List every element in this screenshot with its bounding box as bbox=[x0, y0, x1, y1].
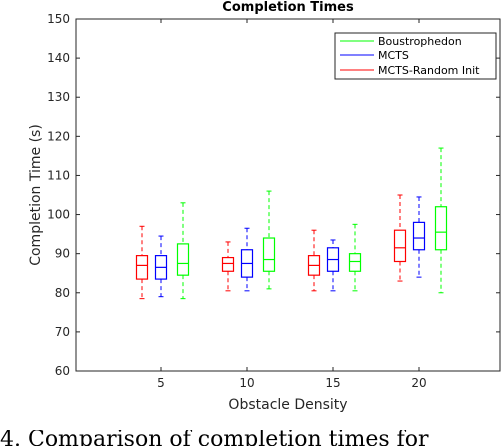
y-tick-label: 150 bbox=[47, 12, 70, 26]
box-iqr bbox=[221, 256, 235, 272]
box-plot bbox=[326, 239, 340, 292]
y-tick-label: 120 bbox=[47, 129, 70, 143]
x-tick-label: 5 bbox=[157, 376, 165, 390]
y-tick-label: 80 bbox=[55, 286, 70, 300]
box-plot bbox=[176, 202, 190, 300]
y-tick-label: 90 bbox=[55, 247, 70, 261]
box-plot bbox=[154, 235, 168, 298]
y-tick-label: 70 bbox=[55, 325, 70, 339]
y-axis: 60 70 80 90 100 110 120 130 140 150 bbox=[47, 12, 500, 378]
x-axis-title: Obstacle Density bbox=[228, 397, 347, 413]
y-tick-label: 140 bbox=[47, 51, 70, 65]
legend-label-mcts-random-init: MCTS-Random Init bbox=[378, 64, 480, 77]
figure-caption: 4. Comparison of completion times for bbox=[0, 430, 429, 446]
box-iqr bbox=[412, 221, 426, 251]
y-tick-label: 60 bbox=[55, 364, 70, 378]
x-axis: 5 10 15 20 bbox=[157, 19, 427, 390]
box-plot bbox=[393, 194, 407, 282]
box-plot bbox=[135, 225, 149, 300]
box-plot bbox=[240, 227, 254, 292]
box-iqr bbox=[176, 243, 190, 276]
legend: Boustrophedon MCTS MCTS-Random Init bbox=[334, 32, 497, 80]
y-tick-label: 130 bbox=[47, 90, 70, 104]
legend-label-boustrophedon: Boustrophedon bbox=[378, 35, 462, 48]
y-tick-label: 110 bbox=[47, 168, 70, 182]
box-plot bbox=[307, 229, 321, 292]
x-tick-label: 15 bbox=[325, 376, 340, 390]
box-iqr bbox=[434, 206, 448, 251]
box-iqr bbox=[348, 253, 362, 272]
box-plot bbox=[348, 223, 362, 292]
y-tick-label: 100 bbox=[47, 208, 70, 222]
box-iqr bbox=[135, 255, 149, 280]
x-tick-label: 20 bbox=[411, 376, 426, 390]
box-plot bbox=[262, 190, 276, 290]
box-plot bbox=[221, 241, 235, 292]
box-iqr bbox=[393, 229, 407, 263]
x-tick-label: 10 bbox=[239, 376, 254, 390]
chart-title: Completion Times bbox=[222, 0, 354, 15]
legend-label-mcts: MCTS bbox=[378, 49, 409, 62]
box-plot bbox=[412, 196, 426, 278]
completion-times-chart: Completion Times 60 70 80 90 100 110 120 130 140… bbox=[28, 0, 501, 413]
box-iqr bbox=[262, 237, 276, 272]
y-axis-title: Completion Time (s) bbox=[28, 124, 44, 266]
box-plot bbox=[434, 147, 448, 294]
box-plots bbox=[135, 147, 448, 300]
